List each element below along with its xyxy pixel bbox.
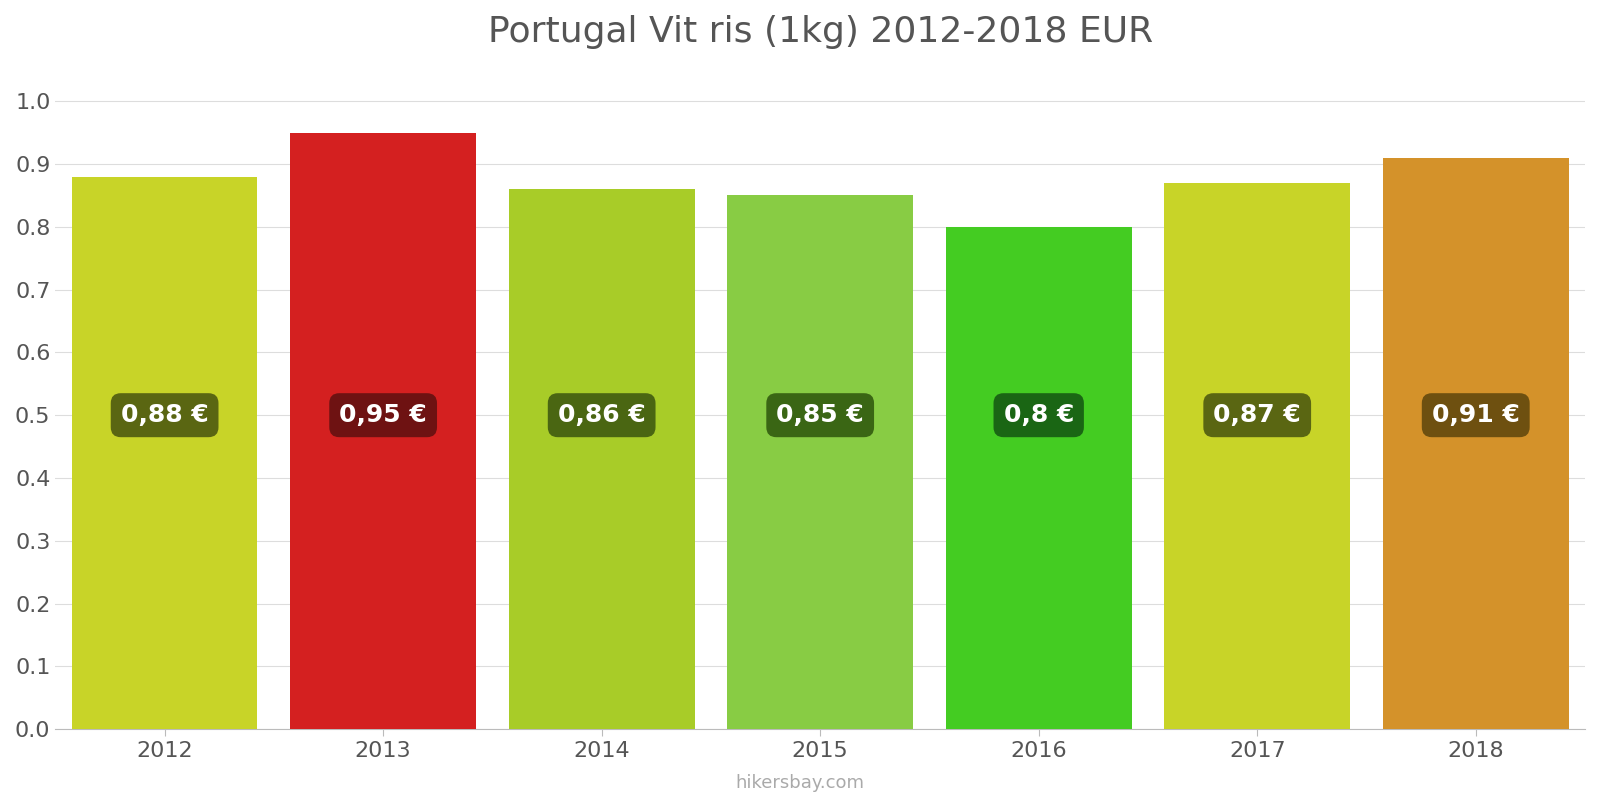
Text: 0,85 €: 0,85 € [776, 403, 864, 427]
Bar [290, 133, 477, 729]
Text: 0,91 €: 0,91 € [1432, 403, 1520, 427]
Text: 0,95 €: 0,95 € [339, 403, 427, 427]
Bar [1382, 158, 1568, 729]
Text: hikersbay.com: hikersbay.com [736, 774, 864, 792]
Text: 0,8 €: 0,8 € [1003, 403, 1074, 427]
Text: 0,87 €: 0,87 € [1213, 403, 1301, 427]
Text: 0,86 €: 0,86 € [558, 403, 645, 427]
Bar [728, 195, 914, 729]
Text: 0,88 €: 0,88 € [120, 403, 208, 427]
Title: Portugal Vit ris (1kg) 2012-2018 EUR: Portugal Vit ris (1kg) 2012-2018 EUR [488, 15, 1152, 49]
Bar [72, 177, 258, 729]
Bar [1165, 183, 1350, 729]
Bar [509, 189, 694, 729]
Bar [946, 226, 1131, 729]
